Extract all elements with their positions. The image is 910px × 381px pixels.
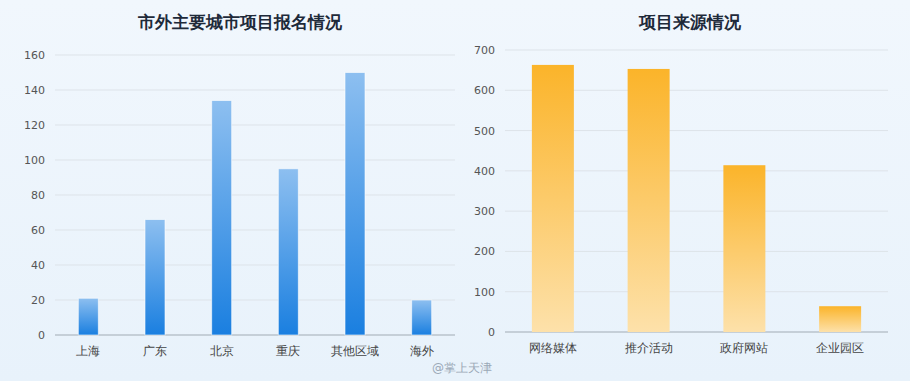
y-tick-label: 40: [31, 259, 45, 272]
x-tick-label: 其他区域: [331, 344, 379, 358]
grid-line: [55, 125, 455, 126]
y-tick-label: 0: [38, 329, 45, 342]
chart-title: 市外主要城市项目报名情况: [137, 12, 343, 32]
y-tick-label: 80: [31, 189, 45, 202]
bar: [532, 65, 574, 332]
y-tick-label: 20: [31, 294, 45, 307]
bar: [78, 298, 98, 335]
bar: [145, 220, 165, 336]
chart-title: 项目来源情况: [638, 12, 742, 32]
bar: [412, 300, 432, 335]
grid-line: [55, 300, 455, 301]
x-tick-label: 重庆: [276, 344, 300, 358]
y-tick-label: 300: [474, 205, 495, 218]
x-axis-line: [55, 335, 455, 336]
bar: [628, 69, 670, 332]
bar: [345, 73, 365, 336]
y-tick-label: 200: [474, 245, 495, 258]
bar: [278, 169, 298, 335]
x-tick-label: 北京: [210, 344, 234, 358]
y-tick-label: 140: [24, 84, 45, 97]
y-tick-label: 100: [474, 286, 495, 299]
grid-line: [55, 195, 455, 196]
y-tick-label: 0: [488, 326, 495, 339]
y-tick-label: 60: [31, 224, 45, 237]
x-tick-label: 企业园区: [816, 341, 864, 355]
bar: [212, 101, 232, 336]
bar: [819, 306, 861, 332]
grid-line: [55, 265, 455, 266]
grid-line: [55, 160, 455, 161]
x-tick-label: 广东: [143, 344, 167, 358]
y-tick-label: 120: [24, 119, 45, 132]
x-tick-label: 上海: [76, 344, 100, 358]
x-tick-label: 网络媒体: [529, 341, 577, 355]
y-tick-label: 160: [24, 49, 45, 62]
y-tick-label: 400: [474, 165, 495, 178]
x-tick-label: 推介活动: [625, 341, 673, 355]
y-tick-label: 500: [474, 125, 495, 138]
chart-root: 市外主要城市项目报名情况 0 20 40 60 80 100 120 140 160 上海 广东 北京 重…: [0, 0, 910, 381]
y-tick-label: 700: [474, 44, 495, 57]
watermark: @掌上天津: [432, 361, 492, 375]
grid-line: [505, 50, 888, 51]
y-tick-label: 100: [24, 154, 45, 167]
y-tick-label: 600: [474, 84, 495, 97]
grid-line: [55, 55, 455, 56]
bar: [723, 165, 765, 332]
x-tick-label: 政府网站: [720, 341, 768, 355]
x-tick-label: 海外: [410, 344, 434, 358]
grid-line: [55, 230, 455, 231]
grid-line: [55, 90, 455, 91]
grid-line: [55, 335, 455, 336]
